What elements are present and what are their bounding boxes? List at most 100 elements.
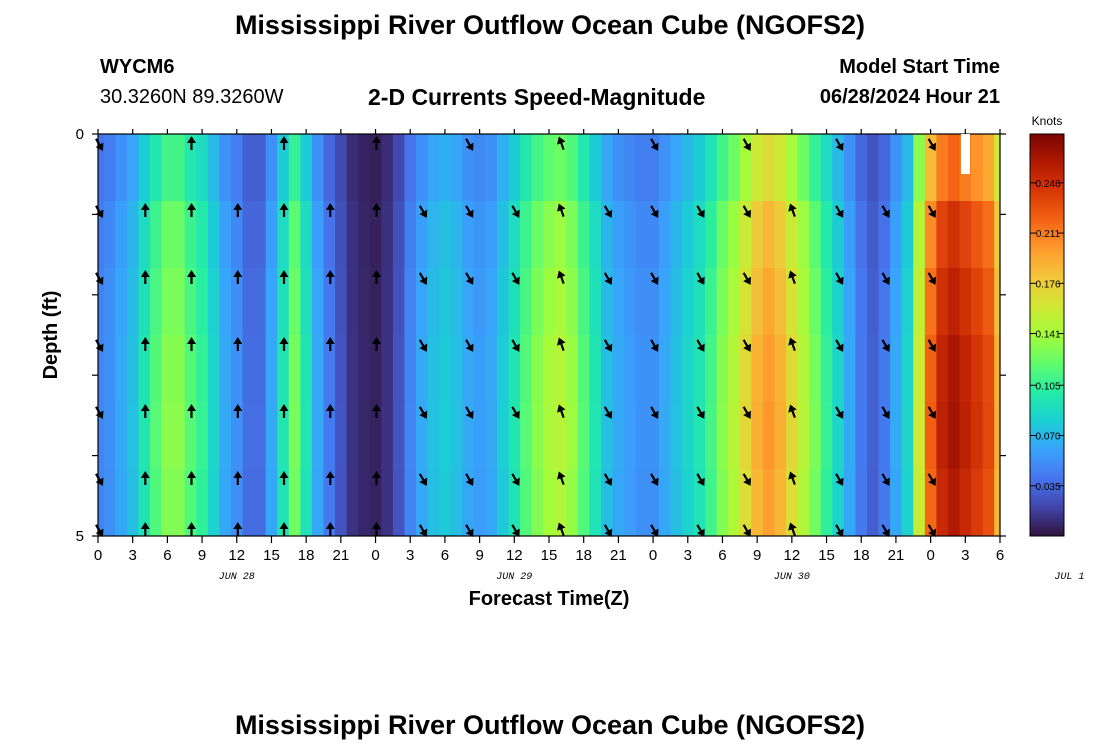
heatmap-cell <box>716 335 729 403</box>
heatmap-cell <box>693 201 706 269</box>
heatmap-cell <box>300 268 313 336</box>
heatmap-cell <box>786 268 799 336</box>
current-arrow <box>325 203 335 217</box>
heatmap-cell <box>855 469 868 536</box>
heatmap-cell <box>508 268 521 336</box>
heatmap-cell <box>566 469 579 536</box>
x-tick-label: 15 <box>818 547 835 564</box>
x-tick-label: 0 <box>371 547 379 564</box>
current-arrow <box>557 404 566 419</box>
model-start-time: 06/28/2024 Hour 21 <box>819 86 1000 108</box>
heatmap-cell <box>554 335 567 403</box>
colorbar-tick-label: 0.070 <box>1035 432 1060 443</box>
heatmap-cell <box>381 469 394 536</box>
station-id: WYCM6 <box>100 56 175 78</box>
current-arrow <box>140 404 150 418</box>
heatmap-cell <box>670 469 683 536</box>
heatmap-cell <box>242 335 255 403</box>
heatmap-cell <box>658 335 672 403</box>
heatmap-cell <box>982 201 995 269</box>
current-arrow <box>279 270 289 284</box>
current-arrow <box>325 522 335 536</box>
heatmap-cell <box>265 268 278 336</box>
heatmap-cell <box>265 335 278 403</box>
heatmap-cell <box>508 201 521 269</box>
heatmap-cell <box>832 402 845 470</box>
current-arrow <box>465 138 474 151</box>
heatmap-cell <box>739 201 752 269</box>
current-arrow <box>835 272 844 285</box>
heatmap-cell <box>728 134 741 202</box>
heatmap-cell <box>566 402 579 470</box>
current-arrow <box>881 272 890 285</box>
heatmap-cell <box>554 201 567 269</box>
heatmap-cell <box>681 335 695 403</box>
heatmap-cell <box>150 402 163 470</box>
x-tick-label: 6 <box>718 547 726 564</box>
heatmap-cell <box>901 268 914 336</box>
current-arrow <box>835 406 844 419</box>
heatmap-cell <box>311 469 325 536</box>
chart-subtitle: 2-D Currents Speed-Magnitude <box>368 84 706 110</box>
heatmap-cell <box>971 469 984 536</box>
x-tick-label: 0 <box>649 547 657 564</box>
heatmap-cell <box>335 201 348 269</box>
heatmap-cell <box>554 469 567 536</box>
x-tick-label: 6 <box>996 547 1004 564</box>
heatmap-cell <box>520 469 533 536</box>
station-coordinates: 30.3260N 89.3260W <box>100 86 284 108</box>
x-tick-label: 9 <box>475 547 483 564</box>
heatmap-cell <box>832 335 845 403</box>
heatmap-cell <box>335 134 348 202</box>
heatmap-cell <box>751 402 764 470</box>
heatmap-cell <box>890 268 903 336</box>
heatmap-cell <box>207 402 221 470</box>
heatmap-cell <box>138 335 151 403</box>
heatmap-cell <box>751 469 764 536</box>
heatmap-cell <box>254 201 267 269</box>
current-arrow <box>696 524 705 537</box>
heatmap-cell <box>369 134 382 202</box>
heatmap-cell <box>311 335 325 403</box>
heatmap-cell <box>843 268 857 336</box>
model-start-label: Model Start Time <box>839 56 1000 78</box>
heatmap-cell <box>658 469 672 536</box>
day-label: JUN 29 <box>496 572 532 583</box>
heatmap-cell <box>496 469 510 536</box>
heatmap-cell <box>832 134 845 202</box>
heatmap-cell <box>728 335 741 403</box>
heatmap-cell <box>786 402 799 470</box>
y-tick-label: 5 <box>76 528 84 545</box>
heatmap-cell <box>531 268 544 336</box>
heatmap-cell <box>115 134 128 202</box>
heatmap-cell <box>346 469 359 536</box>
heatmap-cell <box>867 201 880 269</box>
current-arrow <box>603 524 613 537</box>
heatmap-cell <box>924 268 937 336</box>
heatmap-cell <box>416 469 429 536</box>
heatmap-cell <box>947 268 961 336</box>
heatmap-cell <box>959 335 972 403</box>
heatmap-cell <box>288 335 301 403</box>
current-arrow <box>927 524 936 537</box>
current-arrow <box>465 205 474 218</box>
heatmap-cell <box>531 469 544 536</box>
current-arrow <box>511 473 520 486</box>
x-tick-label: 21 <box>888 547 905 564</box>
heatmap-cell <box>98 469 105 536</box>
heatmap-cell <box>462 402 475 470</box>
heatmap-cell <box>601 469 614 536</box>
current-arrow <box>279 471 289 485</box>
heatmap-cell <box>242 134 255 202</box>
heatmap-cell <box>520 268 533 336</box>
heatmap-cell <box>913 201 926 269</box>
current-arrow <box>372 203 381 217</box>
heatmap-cell <box>705 268 718 336</box>
heatmap-cell <box>173 134 186 202</box>
heatmap-cell <box>346 268 359 336</box>
heatmap-cell <box>404 469 417 536</box>
heatmap-cell <box>774 134 787 202</box>
heatmap-cell <box>196 469 209 536</box>
heatmap-cell <box>254 335 267 403</box>
colorbar-tick-label: 0.246 <box>1035 179 1060 190</box>
